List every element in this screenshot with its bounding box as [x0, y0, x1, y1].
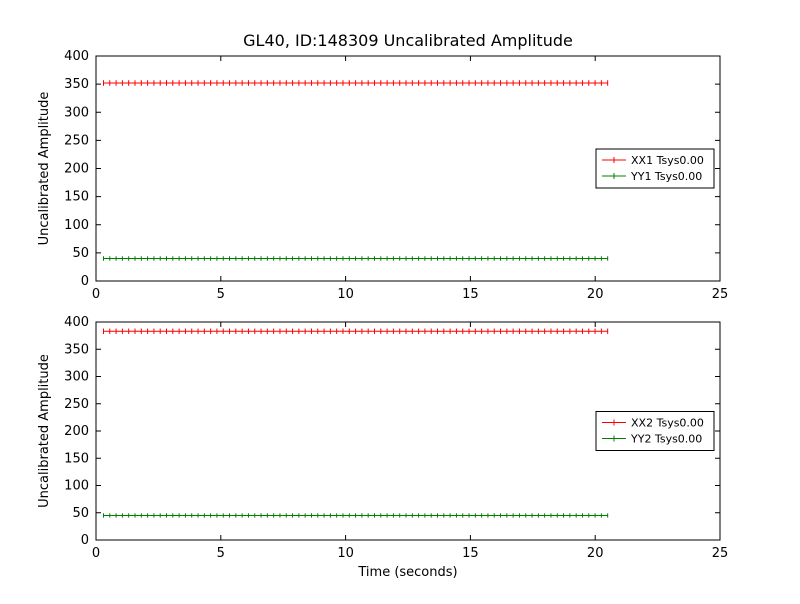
x-tick-label: 25: [712, 287, 729, 302]
subplot-top: 0 5 10 15 20 25050100150200250300350400Uncali…: [37, 49, 728, 302]
chart-title: GL40, ID:148309 Uncalibrated Amplitude: [243, 31, 573, 50]
y-tick-label: 200: [64, 424, 89, 439]
x-axis: 0 5 10 15 20 25: [92, 56, 728, 302]
y-tick-label: 350: [64, 77, 89, 92]
y-tick-label: 0: [81, 533, 89, 548]
y-tick-label: 50: [72, 246, 89, 261]
y-tick-label: 100: [64, 218, 89, 233]
series-XX2: [102, 328, 609, 334]
y-tick-label: 100: [64, 479, 89, 494]
x-tick-label: 15: [462, 287, 479, 302]
y-tick-label: 300: [64, 370, 89, 385]
y-tick-label: 250: [64, 397, 89, 412]
subplot-bottom: 0 5 10 15 20 25050100150200250300350400Uncali…: [37, 315, 728, 580]
y-tick-label: 400: [64, 49, 89, 64]
legend-label: XX2 Tsys0.00: [631, 417, 704, 430]
y-tick-label: 150: [64, 190, 89, 205]
y-axis-label: Uncalibrated Amplitude: [37, 354, 52, 508]
x-tick-label: 5: [217, 546, 225, 561]
x-tick-label: 15: [462, 546, 479, 561]
x-tick-label: 5: [217, 287, 225, 302]
x-tick-label: 0: [92, 287, 100, 302]
y-tick-label: 200: [64, 162, 89, 177]
legend-label: YY1 Tsys0.00: [630, 170, 702, 183]
series-YY1: [102, 256, 609, 261]
legend-label: YY2 Tsys0.00: [630, 433, 702, 446]
x-tick-label: 20: [587, 546, 604, 561]
y-tick-label: 300: [64, 105, 89, 120]
y-axis-label: Uncalibrated Amplitude: [37, 92, 52, 246]
legend: XX1 Tsys0.00 YY1 Tsys0.00: [595, 148, 715, 189]
y-axis: 0 50 100 150 200 250 300 350 400: [64, 315, 720, 548]
legend: XX2 Tsys0.00 YY2 Tsys0.00: [595, 411, 715, 451]
x-tick-label: 10: [337, 546, 354, 561]
legend-label: XX1 Tsys0.00: [631, 154, 704, 167]
x-tick-label: 20: [587, 287, 604, 302]
y-tick-label: 50: [72, 506, 89, 521]
x-axis: 0 5 10 15 20 25: [92, 322, 728, 561]
series-XX1: [102, 80, 609, 86]
y-tick-label: 150: [64, 451, 89, 466]
y-tick-label: 400: [64, 315, 89, 330]
x-tick-label: 10: [337, 287, 354, 302]
y-tick-label: 0: [81, 274, 89, 289]
x-axis-label: Time (seconds): [357, 565, 457, 580]
y-axis: 0 50 100 150 200 250 300 350 400: [64, 49, 720, 289]
x-tick-label: 0: [92, 546, 100, 561]
y-tick-label: 350: [64, 342, 89, 357]
series-YY2: [102, 513, 609, 518]
y-tick-label: 250: [64, 133, 89, 148]
x-tick-label: 25: [712, 546, 729, 561]
